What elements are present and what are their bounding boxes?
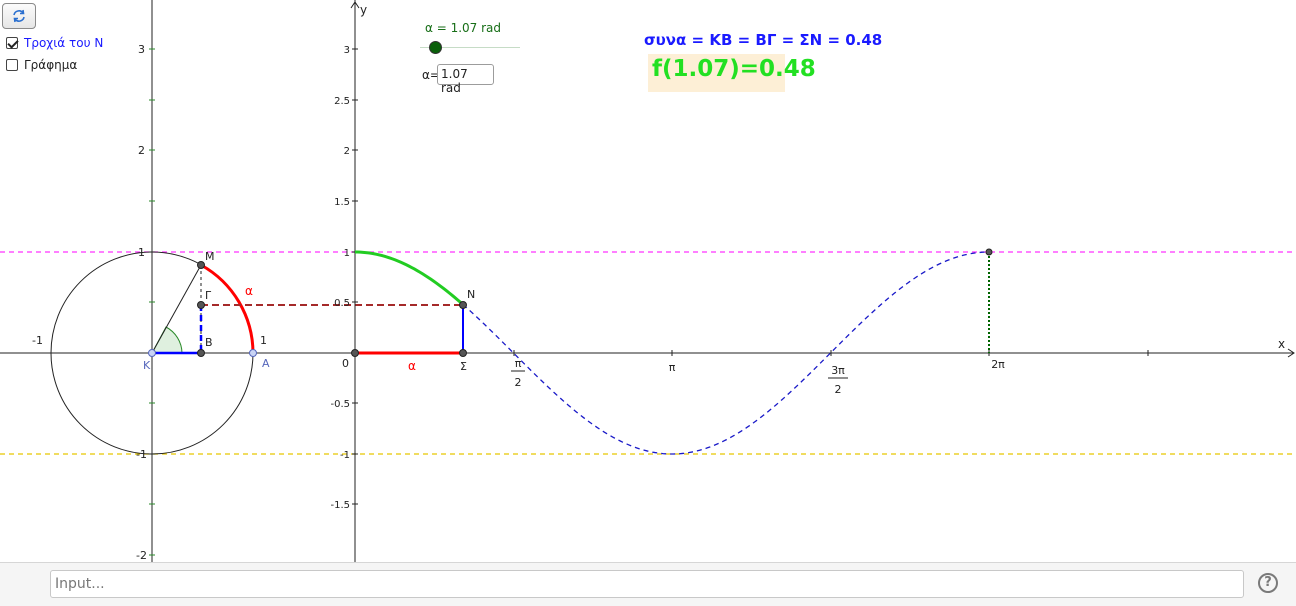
input-field[interactable]	[50, 570, 1244, 598]
tick-2pi: 2π	[991, 358, 1005, 371]
svg-text:2: 2	[835, 383, 842, 396]
label-Sigma: Σ	[460, 360, 467, 373]
alpha-input-label: α=	[422, 68, 440, 82]
input-bar: ?	[0, 562, 1296, 606]
right-y-tick-1-5: 1.5	[334, 197, 350, 208]
slider-track[interactable]	[420, 47, 520, 48]
tick-pi-over-2: π 2	[511, 357, 525, 389]
label-minus-one: -1	[32, 334, 43, 347]
left-y-tick-3: 3	[138, 43, 145, 56]
point-B[interactable]	[197, 349, 205, 357]
label-alpha-arc: α	[245, 284, 253, 298]
cosine-trace-traced	[354, 250, 464, 306]
point-K[interactable]	[148, 349, 156, 357]
checkbox-graph-label: Γράφημα	[24, 58, 78, 72]
svg-text:2: 2	[515, 376, 522, 389]
label-K: Κ	[143, 359, 151, 372]
slider-knob[interactable]	[429, 41, 442, 54]
point-Sigma[interactable]	[459, 349, 467, 357]
label-alpha-x: α	[408, 359, 416, 373]
label-A: Α	[262, 357, 270, 370]
checkbox-graph[interactable]: Γράφημα	[6, 58, 77, 72]
point-Gamma[interactable]	[197, 301, 205, 309]
label-one: 1	[260, 334, 267, 347]
right-y-axis-label: y	[360, 3, 367, 17]
right-y-tick-2: 2	[344, 146, 350, 157]
angle-sector	[151, 326, 183, 354]
left-y-tick-minus2: -2	[136, 549, 147, 562]
cos-formula-text: συνα = ΚΒ = ΒΓ = ΣΝ = 0.48	[644, 31, 883, 49]
label-B: Β	[205, 336, 213, 349]
x-ticks	[513, 350, 1149, 356]
checkbox-trace-N-box[interactable]	[6, 37, 18, 49]
label-Gamma: Γ	[205, 289, 212, 302]
refresh-icon	[13, 9, 25, 23]
checkbox-graph-box[interactable]	[6, 59, 18, 71]
checkbox-trace-N-label: Τροχιά του Ν	[24, 36, 104, 50]
slider-label: α = 1.07 rad	[425, 21, 502, 35]
svg-text:π: π	[515, 357, 522, 370]
f-value-text: f(1.07)=0.48	[652, 56, 816, 82]
arc-alpha	[200, 263, 255, 354]
f-value-box	[648, 54, 785, 92]
right-y-tick-minus1: -1	[340, 450, 350, 461]
checkbox-trace-N[interactable]: Τροχιά του Ν	[6, 36, 103, 50]
svg-text:3π: 3π	[831, 364, 845, 377]
x-axis-arrow	[1287, 348, 1295, 358]
help-button[interactable]: ?	[1258, 573, 1278, 593]
graphics-view: x 3 2 1 -1 -2 -1 1 Κ Β Α Μ Γ α y	[0, 0, 1296, 562]
radius-KM	[151, 264, 202, 354]
x-axis-label: x	[1278, 337, 1285, 351]
right-y-tick-1: 1	[344, 248, 350, 259]
cosine-trace-dashed	[462, 251, 989, 455]
right-y-tick-2-5: 2.5	[334, 96, 350, 107]
refresh-button[interactable]	[2, 3, 36, 29]
label-N: Ν	[467, 288, 475, 301]
origin-label: 0	[342, 357, 349, 370]
left-y-tick-minus1: -1	[136, 448, 147, 461]
left-y-tick-2: 2	[138, 144, 145, 157]
right-y-tick-minus0-5: -0.5	[330, 399, 350, 410]
point-2pi-top[interactable]	[985, 248, 993, 256]
right-y-tick-3: 3	[344, 45, 350, 56]
right-y-axis-arrow	[350, 1, 360, 9]
point-M[interactable]	[197, 261, 205, 269]
point-N[interactable]	[459, 301, 467, 309]
label-M: Μ	[205, 250, 215, 263]
tick-3pi-over-2: 3π 2	[828, 364, 848, 396]
alpha-input-field[interactable]: 1.07 rad	[437, 64, 494, 95]
right-y-tick-minus1-5: -1.5	[330, 500, 350, 511]
point-A[interactable]	[249, 349, 257, 357]
point-O[interactable]	[351, 349, 359, 357]
right-y-tick-0-5: 0.5	[334, 298, 350, 309]
tick-pi: π	[669, 361, 676, 374]
